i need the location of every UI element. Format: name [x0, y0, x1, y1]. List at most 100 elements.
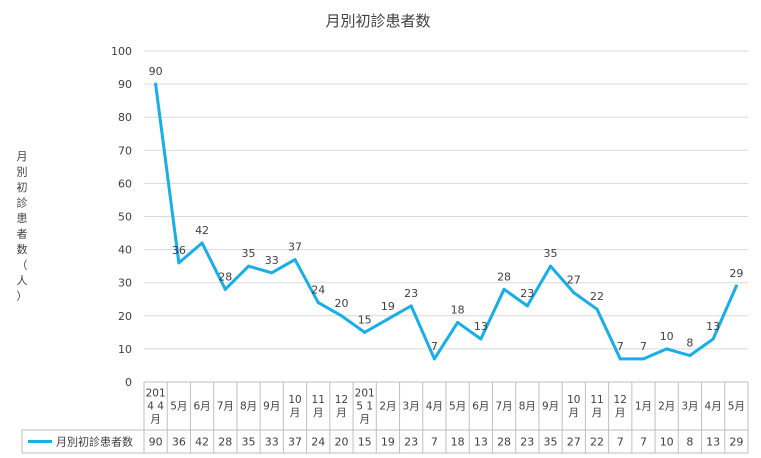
x-tick-label: 5月 [170, 401, 187, 413]
x-tick-label: 8月 [519, 401, 536, 413]
x-tick-label: 5 1 [356, 401, 373, 413]
data-label: 7 [431, 340, 438, 353]
y-tick-label: 20 [118, 310, 132, 323]
data-point [525, 304, 529, 308]
data-point [711, 337, 715, 341]
data-label: 35 [242, 247, 256, 260]
data-point [734, 284, 738, 288]
y-axis-label: 月別初診患者数 （ 人 ） [17, 150, 28, 303]
data-point [688, 354, 692, 358]
x-tick-label: 9月 [542, 401, 559, 413]
x-tick-label: 4月 [426, 401, 443, 413]
x-tick-label: 3月 [681, 401, 698, 413]
data-label: 15 [358, 313, 372, 326]
x-tick-label: 11 [590, 394, 603, 406]
data-label: 37 [288, 241, 302, 254]
x-tick-label: 9月 [263, 401, 280, 413]
table-value-cell: 90 [149, 436, 163, 449]
data-label: 10 [660, 330, 674, 343]
data-point [177, 261, 181, 265]
x-tick-label: 12 [335, 394, 348, 406]
table-value-cell: 42 [195, 436, 209, 449]
x-tick-label: 月 [313, 407, 324, 419]
data-label: 90 [149, 65, 163, 78]
table-value-cell: 36 [172, 436, 186, 449]
data-label: 7 [640, 340, 647, 353]
x-tick-label: 月 [569, 407, 580, 419]
table-value-cell: 19 [381, 436, 395, 449]
data-point [409, 304, 413, 308]
y-tick-label: 0 [125, 376, 132, 389]
x-tick-label: 201 [355, 388, 375, 400]
y-tick-label: 30 [118, 277, 132, 290]
table-value-cell: 22 [590, 436, 604, 449]
x-tick-label: 5月 [449, 401, 466, 413]
table-value-cell: 7 [431, 436, 438, 449]
table-value-cell: 33 [265, 436, 279, 449]
table-value-cell: 29 [729, 436, 743, 449]
data-label: 18 [451, 303, 465, 316]
x-tick-label: 1月 [635, 401, 652, 413]
y-tick-label: 60 [118, 177, 132, 190]
y-axis-label-char: 患 [17, 212, 28, 225]
data-point [549, 264, 553, 268]
data-label: 7 [617, 340, 624, 353]
table-value-cell: 13 [474, 436, 488, 449]
data-label: 23 [520, 287, 534, 300]
table-value-cell: 23 [404, 436, 418, 449]
data-point [339, 314, 343, 318]
y-axis-label-char: （ [17, 259, 28, 272]
data-label: 24 [311, 284, 325, 297]
data-point [618, 357, 622, 361]
series-layer [154, 82, 738, 361]
data-point [641, 357, 645, 361]
y-axis-ticks: 0 10 20 30 40 50 60 70 80 90 100 [111, 45, 132, 389]
data-label: 28 [497, 270, 511, 283]
data-point [432, 357, 436, 361]
data-label: 23 [404, 287, 418, 300]
data-labels: 90 36 42 28 35 33 37 24 20 15 19 23 7 18 13 28 23 35 27 22 7… [149, 65, 744, 353]
table-value-cell: 18 [451, 436, 465, 449]
x-tick-label: 月 [592, 407, 603, 419]
y-tick-label: 70 [118, 144, 132, 157]
x-tick-label: 月 [290, 407, 301, 419]
y-axis-label-char: 人 [17, 274, 28, 287]
x-tick-label: 月 [615, 407, 626, 419]
data-point [572, 291, 576, 295]
data-point [316, 301, 320, 305]
data-point [502, 287, 506, 291]
x-tick-label: 201 [146, 388, 166, 400]
y-axis-label-char: ） [17, 290, 28, 303]
x-tick-label: 7月 [495, 401, 512, 413]
data-point [200, 241, 204, 245]
series-line [154, 82, 738, 361]
x-tick-label: 8月 [240, 401, 257, 413]
table-value-cell: 35 [242, 436, 256, 449]
x-tick-label: 月 [336, 407, 347, 419]
table-value-cell: 37 [288, 436, 302, 449]
table-value-cell: 15 [358, 436, 372, 449]
data-label: 29 [729, 267, 743, 280]
table-value-cell: 10 [660, 436, 674, 449]
x-tick-label: 12 [614, 394, 627, 406]
y-tick-label: 100 [111, 45, 132, 58]
y-axis-label-char: 診 [17, 196, 28, 210]
table-value-cell: 7 [640, 436, 647, 449]
data-point [223, 287, 227, 291]
y-axis-label-char: 初 [17, 180, 28, 194]
data-point [293, 258, 297, 262]
data-point [154, 82, 158, 86]
x-tick-label: 2月 [658, 401, 675, 413]
legend-label: 月別初診患者数 [56, 435, 133, 449]
table-value-cell: 28 [218, 436, 232, 449]
x-tick-label: 6月 [193, 401, 210, 413]
data-label: 22 [590, 290, 604, 303]
y-tick-label: 10 [118, 343, 132, 356]
table-value-cell: 7 [617, 436, 624, 449]
data-label: 35 [544, 247, 558, 260]
table-value-cell: 13 [706, 436, 720, 449]
table-value-cell: 27 [567, 436, 581, 449]
data-label: 36 [172, 244, 186, 257]
y-axis-label-char: 別 [17, 166, 28, 179]
